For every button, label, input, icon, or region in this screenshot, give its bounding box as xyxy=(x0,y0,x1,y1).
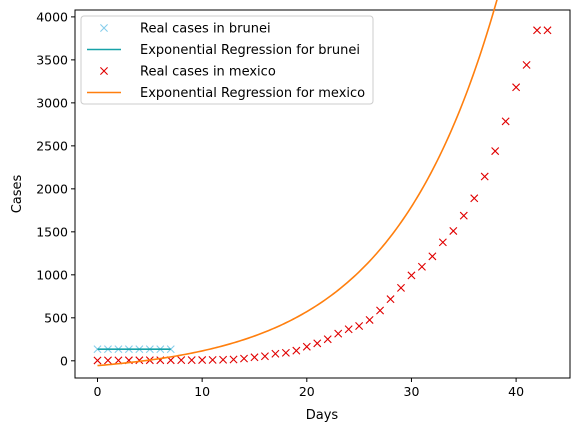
data-point xyxy=(187,356,196,365)
x-axis-label: Days xyxy=(306,408,339,423)
y-tick-label: 2500 xyxy=(36,138,68,153)
data-point xyxy=(313,339,322,348)
y-axis-label: Cases xyxy=(10,174,25,213)
data-point xyxy=(396,283,405,292)
data-point xyxy=(198,356,207,365)
data-point xyxy=(501,117,510,126)
y-tick-label: 4000 xyxy=(36,9,68,24)
x-tick-label: 40 xyxy=(508,384,524,399)
data-point xyxy=(260,352,269,361)
data-point xyxy=(323,335,332,344)
x-tick-label: 0 xyxy=(94,384,102,399)
data-point xyxy=(281,348,290,357)
data-point xyxy=(491,147,500,156)
y-tick-label: 1500 xyxy=(36,224,68,239)
data-point xyxy=(459,211,468,220)
x-tick-label: 10 xyxy=(194,384,210,399)
data-point xyxy=(103,356,112,365)
y-tick-label: 0 xyxy=(60,353,68,368)
legend-box xyxy=(80,15,374,105)
data-point xyxy=(543,26,552,35)
data-marks xyxy=(93,0,552,367)
y-tick-label: 1000 xyxy=(36,267,68,282)
data-point xyxy=(344,325,353,334)
legend-marker xyxy=(100,67,108,75)
data-point xyxy=(229,355,238,364)
data-point xyxy=(470,194,479,203)
data-point xyxy=(208,355,217,364)
data-point xyxy=(533,26,542,35)
data-point xyxy=(334,329,343,338)
legend-entry: Real cases in mexico xyxy=(140,65,276,80)
data-point xyxy=(417,262,426,271)
ticks: 0 10 20 30 40 0 500 1000 1500 2000 2500 3000 3500 400… xyxy=(36,9,524,399)
data-point xyxy=(292,346,301,355)
data-point xyxy=(376,306,385,315)
series-line xyxy=(97,0,498,367)
y-tick-label: 3500 xyxy=(36,52,68,67)
legend-entry: Exponential Regression for brunei xyxy=(140,43,360,58)
data-point xyxy=(480,172,489,181)
series-3 xyxy=(97,0,498,367)
data-point xyxy=(428,252,437,261)
data-point xyxy=(522,60,531,69)
y-tick-label: 2000 xyxy=(36,181,68,196)
legend-entry: Real cases in brunei xyxy=(140,22,271,37)
data-point xyxy=(302,342,311,351)
legend-entry: Exponential Regression for mexico xyxy=(140,86,365,101)
data-point xyxy=(240,354,249,363)
y-tick-label: 500 xyxy=(44,310,68,325)
y-tick-label: 3000 xyxy=(36,95,68,110)
x-tick-label: 30 xyxy=(404,384,420,399)
data-point xyxy=(386,295,395,304)
legend-marker xyxy=(100,24,108,32)
data-point xyxy=(438,238,447,247)
data-point xyxy=(135,356,144,365)
data-point xyxy=(177,356,186,365)
data-point xyxy=(219,355,228,364)
data-point xyxy=(407,271,416,280)
data-point xyxy=(512,83,521,92)
legend: Real cases in brunei Exponential Regressi… xyxy=(80,15,374,105)
data-point xyxy=(93,356,102,365)
data-point xyxy=(250,353,259,362)
plot-frame xyxy=(74,9,571,379)
data-point xyxy=(365,315,374,324)
x-tick-label: 20 xyxy=(299,384,315,399)
data-point xyxy=(271,349,280,358)
data-point xyxy=(449,226,458,235)
data-point xyxy=(355,321,364,330)
